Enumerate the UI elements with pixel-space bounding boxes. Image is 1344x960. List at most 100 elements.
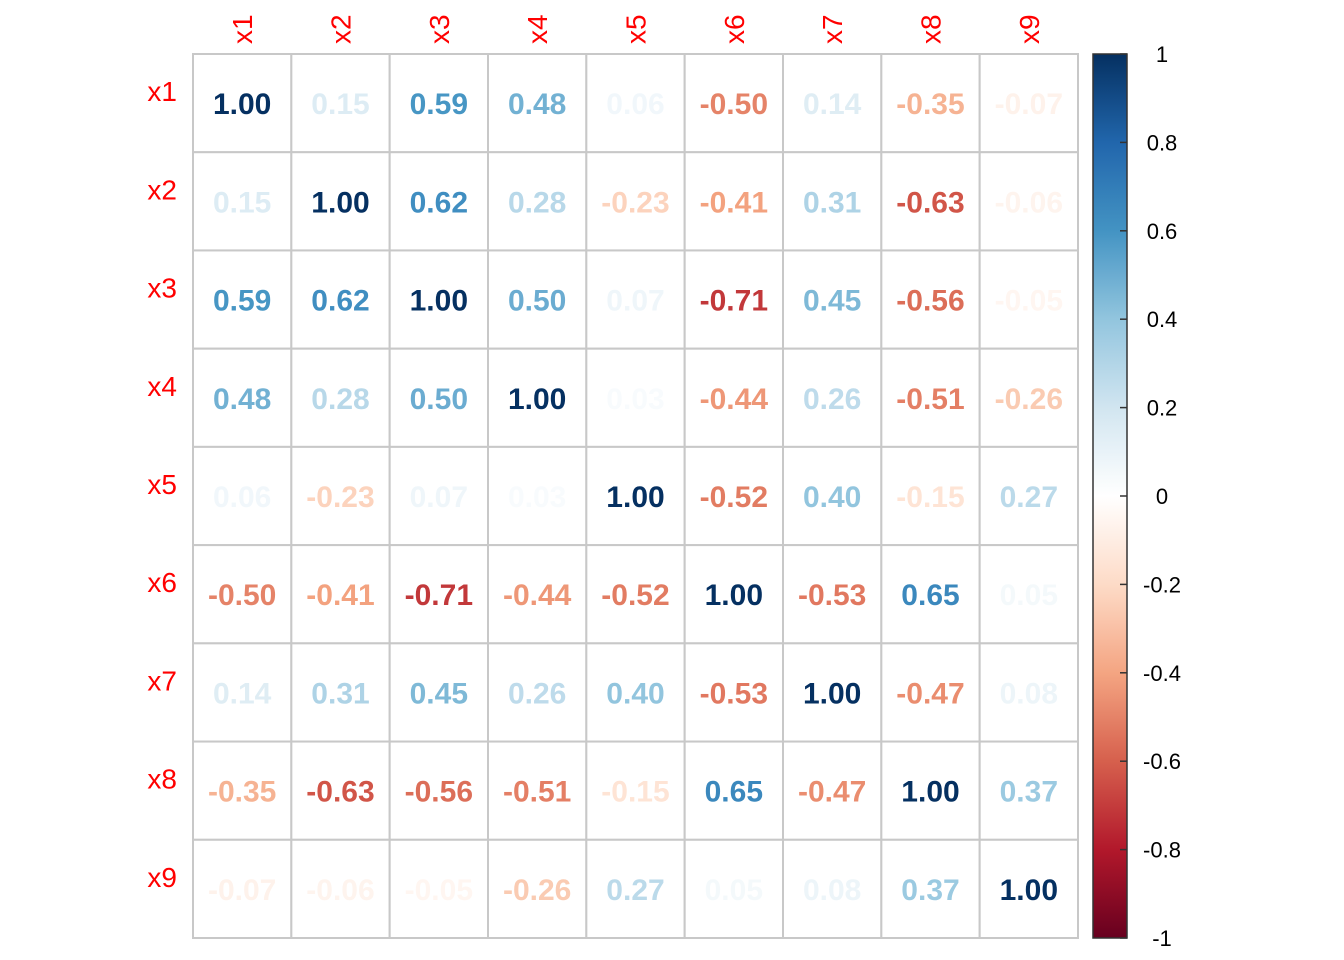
cell-value-x9-x6: 0.05 — [705, 874, 763, 907]
cell-x7-x2 — [290, 642, 391, 743]
cell-x3-x3 — [388, 249, 489, 350]
cell-x1-x3 — [388, 53, 489, 154]
cell-x7-x7 — [782, 642, 883, 743]
cell-value-x3-x4: 0.50 — [508, 285, 566, 318]
cell-value-x7-x2: 0.31 — [311, 677, 369, 710]
colorbar-tick-label: -0.4 — [1143, 661, 1181, 686]
cell-value-x9-x7: 0.08 — [803, 874, 861, 907]
cell-x3-x4 — [487, 249, 588, 350]
cell-value-x7-x8: -0.47 — [896, 677, 964, 710]
cell-value-x4-x7: 0.26 — [803, 383, 861, 416]
cell-value-x5-x4: 0.03 — [508, 481, 566, 514]
cell-x8-x3 — [388, 740, 489, 841]
cell-value-x3-x5: 0.07 — [606, 285, 664, 318]
cell-x6-x1 — [192, 544, 293, 645]
row-label-x2: x2 — [147, 174, 177, 205]
cell-value-x8-x2: -0.63 — [306, 776, 374, 809]
row-label-x4: x4 — [147, 371, 177, 402]
cell-value-x6-x6: 1.00 — [705, 579, 763, 612]
cell-x8-x9 — [978, 740, 1080, 841]
cell-value-x3-x7: 0.45 — [803, 285, 861, 318]
cell-value-x1-x8: -0.35 — [896, 88, 964, 121]
cell-x6-x8 — [880, 544, 981, 645]
cell-value-x5-x8: -0.15 — [896, 481, 964, 514]
cell-value-x1-x6: -0.50 — [700, 88, 768, 121]
cell-value-x7-x4: 0.26 — [508, 677, 566, 710]
cell-x8-x7 — [782, 740, 883, 841]
cell-x3-x2 — [290, 249, 391, 350]
cell-value-x4-x2: 0.28 — [311, 383, 369, 416]
cell-value-x5-x1: 0.06 — [213, 481, 271, 514]
cell-value-x1-x9: -0.07 — [995, 88, 1063, 121]
colorbar-tick-label: -0.2 — [1143, 572, 1181, 597]
row-label-x5: x5 — [147, 469, 177, 500]
cell-value-x1-x5: 0.06 — [606, 88, 664, 121]
colorbar: 1 0.8 0.6 0.4 0.2 0 -0.2 -0.4 -0.6 -0.8 -1 — [1092, 42, 1181, 951]
cell-value-x8-x1: -0.35 — [208, 776, 276, 809]
cell-x2-x5 — [585, 151, 686, 252]
cell-value-x4-x5: 0.03 — [606, 383, 664, 416]
colorbar-ticks: 1 0.8 0.6 0.4 0.2 0 -0.2 -0.4 -0.6 -0.8 -1 — [1120, 42, 1181, 951]
cell-value-x6-x3: -0.71 — [405, 579, 473, 612]
cell-x8-x6 — [683, 740, 785, 841]
cell-value-x9-x5: 0.27 — [606, 874, 664, 907]
cell-value-x5-x5: 1.00 — [606, 481, 664, 514]
correlation-cells — [192, 53, 1080, 939]
cell-value-x1-x7: 0.14 — [803, 88, 862, 121]
row-label-x7: x7 — [147, 665, 177, 696]
cell-value-x1-x1: 1.00 — [213, 88, 271, 121]
cell-value-x2-x7: 0.31 — [803, 186, 861, 219]
cell-value-x9-x9: 1.00 — [1000, 874, 1058, 907]
cell-value-x1-x3: 0.59 — [410, 88, 468, 121]
cell-x9-x5 — [585, 838, 686, 939]
cell-x6-x4 — [487, 544, 588, 645]
cell-value-x3-x2: 0.62 — [311, 285, 369, 318]
cell-x2-x9 — [978, 151, 1080, 252]
cell-x9-x7 — [782, 838, 883, 939]
colorbar-tick-label: -0.8 — [1143, 838, 1181, 863]
column-label-x4: x4 — [522, 14, 553, 44]
row-label-x6: x6 — [147, 567, 177, 598]
cell-value-x2-x4: 0.28 — [508, 186, 566, 219]
cell-value-x6-x2: -0.41 — [306, 579, 374, 612]
colorbar-tick-label: 0.2 — [1147, 396, 1178, 421]
cell-value-x5-x7: 0.40 — [803, 481, 861, 514]
row-label-x8: x8 — [147, 764, 177, 795]
colorbar-tick-label: 0 — [1156, 484, 1168, 509]
column-label-x2: x2 — [326, 14, 357, 44]
cell-value-x8-x4: -0.51 — [503, 776, 571, 809]
cell-value-x2-x3: 0.62 — [410, 186, 468, 219]
cell-x5-x1 — [192, 445, 293, 547]
cell-value-x6-x7: -0.53 — [798, 579, 866, 612]
cell-x1-x6 — [683, 53, 785, 154]
cell-x9-x1 — [192, 838, 293, 939]
cell-x2-x3 — [388, 151, 489, 252]
cell-value-x9-x1: -0.07 — [208, 874, 276, 907]
cell-value-x3-x3: 1.00 — [410, 285, 468, 318]
cell-x5-x9 — [978, 445, 1080, 547]
cell-x1-x8 — [880, 53, 981, 154]
cell-value-x2-x9: -0.06 — [995, 186, 1063, 219]
cell-x6-x2 — [290, 544, 391, 645]
column-label-x8: x8 — [916, 14, 947, 44]
cell-x4-x1 — [192, 347, 293, 448]
cell-value-x1-x4: 0.48 — [508, 88, 566, 121]
column-label-x5: x5 — [621, 14, 652, 44]
cell-value-x7-x5: 0.40 — [606, 677, 664, 710]
cell-x9-x2 — [290, 838, 391, 939]
cell-value-x6-x1: -0.50 — [208, 579, 276, 612]
cell-value-x2-x2: 1.00 — [311, 186, 369, 219]
cell-value-x2-x6: -0.41 — [700, 186, 768, 219]
cell-x1-x1 — [192, 53, 293, 154]
cell-x8-x5 — [585, 740, 686, 841]
column-labels: x1 x2 x3 x4 x5 x6 x7 x8 x9 — [227, 14, 1045, 44]
cell-x7-x1 — [192, 642, 293, 743]
cell-value-x5-x9: 0.27 — [1000, 481, 1058, 514]
cell-value-x7-x6: -0.53 — [700, 677, 768, 710]
row-label-x9: x9 — [147, 862, 177, 893]
cell-value-x7-x7: 1.00 — [803, 677, 861, 710]
cell-value-x5-x3: 0.07 — [410, 481, 468, 514]
cell-x3-x1 — [192, 249, 293, 350]
cell-value-x4-x9: -0.26 — [995, 383, 1063, 416]
